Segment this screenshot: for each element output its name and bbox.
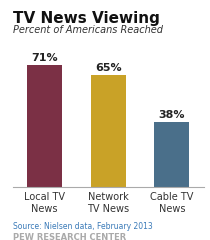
Text: Percent of Americans Reached: Percent of Americans Reached	[13, 25, 163, 35]
Text: 65%: 65%	[95, 63, 121, 73]
Text: 38%: 38%	[159, 110, 185, 120]
Text: PEW RESEARCH CENTER: PEW RESEARCH CENTER	[13, 233, 126, 240]
Text: TV News Viewing: TV News Viewing	[13, 11, 159, 26]
Bar	[91, 75, 126, 187]
Text: Source: Nielsen data, February 2013: Source: Nielsen data, February 2013	[13, 222, 152, 231]
Bar	[27, 65, 62, 187]
Text: 71%: 71%	[31, 53, 58, 63]
Bar	[154, 122, 189, 187]
